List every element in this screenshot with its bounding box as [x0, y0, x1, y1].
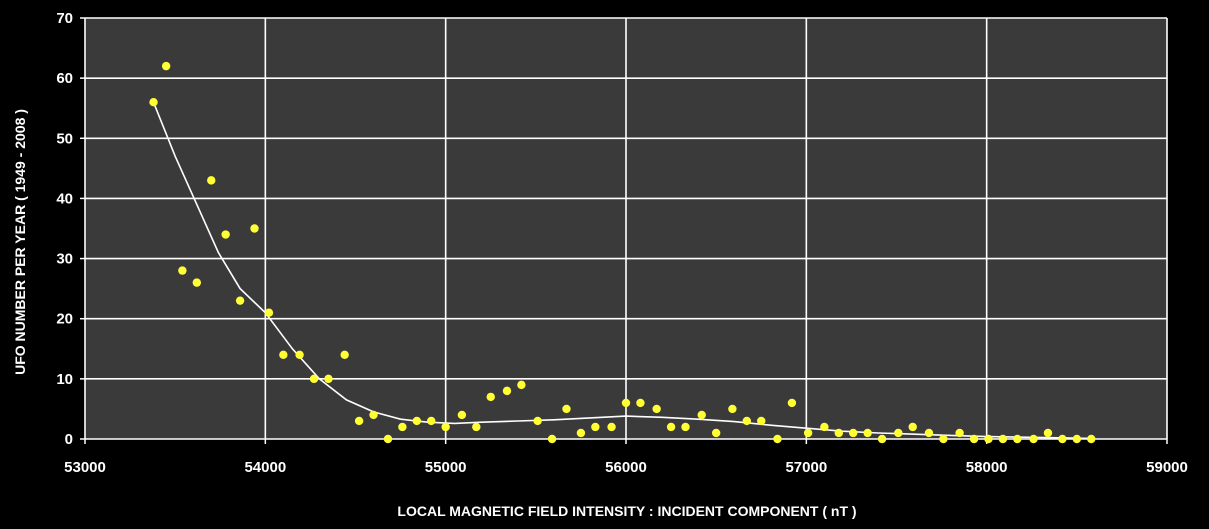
y-tick-label: 20 [56, 311, 73, 328]
data-point [787, 398, 797, 408]
data-point [576, 428, 586, 438]
data-point [562, 404, 571, 414]
data-point [502, 386, 512, 396]
data-point [264, 308, 274, 317]
data-point [161, 61, 171, 71]
data-point [652, 404, 661, 414]
data-point [279, 350, 288, 359]
data-point [877, 434, 887, 444]
data-point [969, 434, 979, 444]
x-tick-label: 53000 [64, 459, 106, 476]
data-point [742, 416, 752, 426]
y-tick-label: 40 [56, 190, 73, 207]
y-tick-label: 60 [56, 70, 73, 87]
data-point [711, 428, 721, 438]
data-point [354, 416, 364, 426]
data-point [621, 398, 631, 408]
data-points [149, 61, 1096, 444]
data-point [1072, 434, 1082, 444]
y-axis-ticks: 0 10 20 30 40 50 60 70 [56, 10, 85, 448]
y-tick-label: 70 [56, 10, 73, 27]
data-point [666, 422, 676, 432]
data-point [178, 266, 187, 275]
data-point [820, 422, 829, 432]
data-point [1043, 428, 1053, 438]
y-tick-label: 10 [56, 371, 73, 388]
data-point [221, 230, 230, 239]
data-point [894, 428, 903, 438]
data-point [149, 98, 158, 107]
data-point [728, 404, 737, 414]
data-point [427, 416, 436, 426]
y-axis-title: UFO NUMBER PER YEAR ( 1949 - 2008 ) [12, 109, 28, 375]
grid-lines [84, 17, 1168, 440]
data-point [1013, 434, 1022, 444]
data-point [295, 350, 304, 359]
data-point [955, 428, 964, 438]
data-point [939, 434, 948, 444]
y-tick-label: 50 [56, 130, 73, 147]
data-point [1058, 434, 1067, 444]
data-point [324, 374, 333, 384]
data-point [908, 422, 917, 432]
data-point [412, 416, 422, 426]
data-point [441, 422, 450, 432]
data-point [834, 428, 843, 438]
data-point [517, 380, 526, 390]
data-point [863, 428, 872, 438]
data-point [547, 434, 557, 444]
data-point [369, 410, 378, 420]
y-tick-label: 30 [56, 251, 73, 268]
data-point [681, 422, 690, 432]
data-point [607, 422, 616, 432]
data-point [757, 416, 766, 426]
x-tick-label: 58000 [966, 459, 1008, 476]
data-point [398, 422, 407, 432]
x-axis-ticks: 53000 54000 55000 56000 57000 58000 59000 [64, 439, 1188, 476]
data-point [340, 350, 349, 359]
data-point [472, 422, 481, 432]
data-point [849, 428, 858, 438]
x-tick-label: 59000 [1146, 459, 1188, 476]
data-point [235, 296, 245, 305]
x-tick-label: 54000 [244, 459, 286, 476]
data-point [207, 176, 216, 185]
data-point [486, 392, 495, 402]
data-point [773, 434, 782, 444]
data-point [803, 428, 813, 438]
data-point [591, 422, 600, 432]
data-point [1029, 434, 1038, 444]
data-point [984, 434, 993, 444]
data-point [533, 416, 542, 426]
data-point [636, 398, 645, 408]
data-point [383, 434, 393, 444]
data-point [998, 434, 1008, 444]
data-point [457, 410, 467, 420]
x-tick-label: 57000 [785, 459, 827, 476]
data-point [250, 224, 259, 233]
data-point [192, 278, 202, 287]
x-axis-title: LOCAL MAGNETIC FIELD INTENSITY : INCIDEN… [397, 503, 856, 519]
data-point [924, 428, 934, 438]
y-tick-label: 0 [65, 431, 73, 448]
data-point [309, 374, 319, 384]
data-point [697, 410, 706, 420]
x-tick-label: 56000 [605, 459, 647, 476]
data-point [1087, 434, 1096, 444]
x-tick-label: 55000 [425, 459, 467, 476]
